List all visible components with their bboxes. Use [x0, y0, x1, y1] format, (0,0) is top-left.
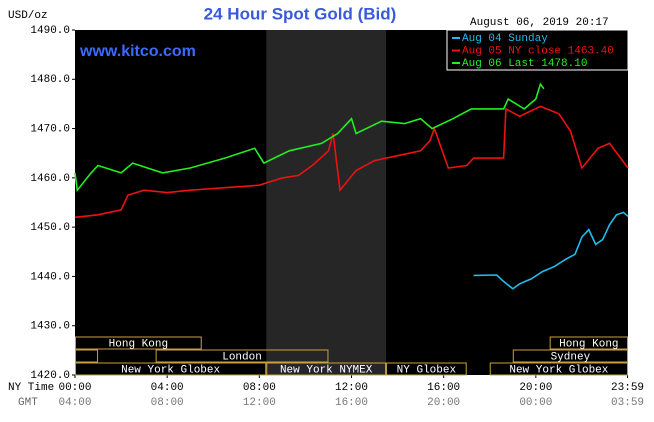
session-box [266, 362, 387, 376]
y-tick-label: 1420.0 [30, 370, 70, 382]
series-line [74, 82, 545, 193]
y-tick-label: 1450.0 [30, 222, 70, 234]
x-tick-label: 00:00 [58, 382, 91, 394]
x2-tick-label: 04:00 [58, 397, 91, 409]
x-row-label: GMT [18, 397, 38, 409]
session-label: London [222, 351, 262, 363]
x2-tick-label: 08:00 [151, 397, 184, 409]
session-box [155, 349, 329, 363]
session-label: New York NYMEX [280, 364, 373, 376]
x2-tick-label: 00:00 [519, 397, 552, 409]
x-tick-label: 23:59 [611, 382, 644, 394]
legend-label: Aug 04 Sunday [462, 33, 548, 45]
y-tick-label: 1460.0 [30, 173, 70, 185]
x2-tick-label: 16:00 [335, 397, 368, 409]
session-box [386, 362, 467, 376]
x2-tick-label: 03:59 [611, 397, 644, 409]
series-line [74, 105, 629, 219]
timestamp: August 06, 2019 20:17 [470, 17, 609, 29]
session-label: Hong Kong [559, 338, 618, 350]
session-box [489, 362, 628, 376]
session-label: NY Globex [397, 364, 457, 376]
legend-label: Aug 06 Last 1478.10 [462, 58, 587, 70]
session-label: Sydney [551, 351, 591, 363]
x2-tick-label: 12:00 [243, 397, 276, 409]
x-tick-label: 08:00 [243, 382, 276, 394]
y-tick-label: 1490.0 [30, 25, 70, 37]
legend-label: Aug 05 NY close 1463.40 [462, 45, 614, 57]
y-axis-label: USD/oz [8, 10, 48, 22]
session-box [549, 336, 628, 350]
session-box [75, 362, 267, 376]
x-tick-label: 04:00 [151, 382, 184, 394]
x-row-label: NY Time [8, 382, 54, 394]
y-tick-label: 1480.0 [30, 74, 70, 86]
legend-box [446, 29, 629, 71]
y-tick-label: 1430.0 [30, 321, 70, 333]
y-tick-label: 1470.0 [30, 123, 70, 135]
session-box [75, 336, 202, 350]
session-label: Hong Kong [109, 338, 168, 350]
session-box [75, 349, 99, 363]
shaded-span [266, 30, 387, 375]
series-line [473, 211, 629, 290]
y-tick-label: 1440.0 [30, 271, 70, 283]
x-tick-label: 16:00 [427, 382, 460, 394]
session-box [512, 349, 629, 363]
session-label: New York Globex [121, 364, 220, 376]
watermark: www.kitco.com [79, 43, 196, 60]
x-tick-label: 12:00 [335, 382, 368, 394]
x2-tick-label: 20:00 [427, 397, 460, 409]
chart-title: 24 Hour Spot Gold (Bid) [204, 4, 397, 23]
session-label: New York Globex [509, 364, 608, 376]
x-tick-label: 20:00 [519, 382, 552, 394]
